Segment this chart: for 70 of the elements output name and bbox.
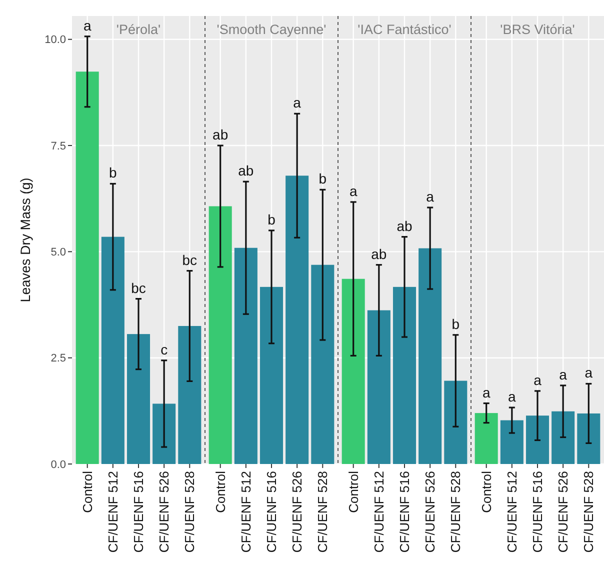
bar xyxy=(152,404,176,464)
x-tick-label: CF/UENF 516 xyxy=(264,471,280,553)
annotation: a xyxy=(83,17,92,34)
y-tick-label: 0.0 xyxy=(50,458,66,471)
y-tick-label: 5.0 xyxy=(50,246,66,259)
bar xyxy=(260,286,284,464)
annotation: ab xyxy=(371,246,387,262)
bar xyxy=(474,413,498,464)
annotation: a xyxy=(349,182,358,199)
bar xyxy=(311,264,334,464)
x-tick-label: CF/UENF 526 xyxy=(156,471,172,553)
annotation: b xyxy=(268,211,276,228)
bar xyxy=(76,72,99,464)
text: 'IAC Fantástico' xyxy=(358,22,452,37)
annotation: ab xyxy=(212,126,228,143)
bar xyxy=(286,176,309,464)
bar xyxy=(577,413,600,464)
y-tick-label: 7.5 xyxy=(50,140,66,152)
y-axis-title: Leaves Dry Mass (g) xyxy=(18,178,33,302)
annotation: c xyxy=(160,341,168,358)
x-tick-label: CF/UENF 528 xyxy=(315,471,330,553)
y-tick-label: 10.0 xyxy=(44,34,66,46)
annotation: a xyxy=(426,188,434,205)
x-tick-label: Control xyxy=(346,470,361,513)
x-tick-label: CF/UENF 512 xyxy=(371,471,386,553)
bar xyxy=(234,248,258,464)
text: 'Pérola' xyxy=(116,22,161,37)
bar xyxy=(101,236,124,464)
text: 'Smooth Cayenne' xyxy=(216,22,326,37)
annotation: a xyxy=(508,388,516,405)
x-tick-label: CF/UENF 528 xyxy=(581,471,596,553)
annotation: a xyxy=(559,366,568,382)
bar xyxy=(208,206,232,464)
x-tick-label: CF/UENF 516 xyxy=(131,471,146,553)
bar xyxy=(526,416,550,464)
x-tick-label: CF/UENF 516 xyxy=(530,471,546,553)
x-tick-label: Control xyxy=(212,470,228,513)
annotation: bc xyxy=(131,280,146,296)
annotation: b xyxy=(109,164,118,181)
x-tick-label: CF/UENF 512 xyxy=(105,471,120,553)
bar xyxy=(418,248,442,464)
bar xyxy=(342,278,365,464)
x-tick-label: CF/UENF 528 xyxy=(448,471,464,553)
annotation: ab xyxy=(396,218,412,234)
bar xyxy=(444,380,468,464)
bar xyxy=(367,310,390,464)
x-tick-label: CF/UENF 528 xyxy=(182,471,198,553)
y-tick-label: 2.5 xyxy=(50,352,66,365)
bar xyxy=(500,420,524,464)
x-tick-label: CF/UENF 526 xyxy=(422,471,438,553)
annotation: b xyxy=(452,316,460,332)
x-tick-label: CF/UENF 526 xyxy=(556,471,571,553)
bar xyxy=(126,334,150,464)
x-tick-label: CF/UENF 526 xyxy=(290,471,305,553)
bar xyxy=(178,326,202,464)
x-tick-label: CF/UENF 512 xyxy=(238,471,254,553)
bar xyxy=(392,286,416,464)
x-tick-label: Control xyxy=(80,470,95,513)
annotation: ab xyxy=(238,162,254,179)
x-tick-label: CF/UENF 516 xyxy=(397,471,412,553)
annotation: a xyxy=(482,384,490,400)
x-tick-label: Control xyxy=(478,470,494,513)
annotation: b xyxy=(318,170,327,187)
annotation: a xyxy=(534,372,542,388)
x-tick-label: CF/UENF 512 xyxy=(504,471,520,553)
annotation: a xyxy=(293,94,302,111)
annotation: a xyxy=(584,364,593,381)
bar xyxy=(552,411,575,464)
annotation: bc xyxy=(182,252,198,268)
text: 'BRS Vitória' xyxy=(500,22,575,37)
